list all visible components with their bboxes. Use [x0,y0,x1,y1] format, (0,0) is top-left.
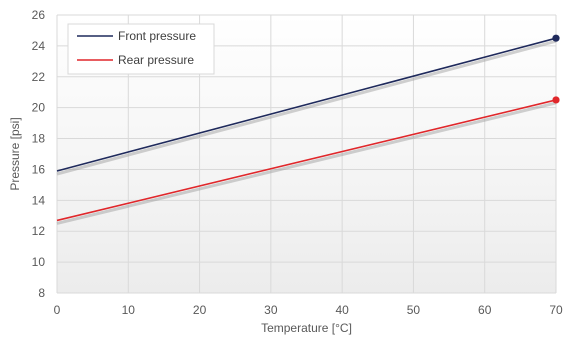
x-tick-label: 70 [549,303,563,317]
x-tick-label: 0 [54,303,61,317]
y-tick-label: 26 [32,8,46,22]
tick-labels: 8 10 12 14 16 18 20 22 24 26 0 10 20 30 40 50 60 70 [32,8,563,317]
data-point-front-pressure [552,34,560,42]
x-tick-label: 10 [122,303,136,317]
series-shadow-front-pressure [56,39,557,176]
legend-box [67,23,215,75]
data-point-rear-pressure [552,96,560,104]
x-tick-label: 30 [264,303,278,317]
series-line-front-pressure [56,37,557,172]
series [56,34,560,225]
x-tick-label: 50 [407,303,421,317]
y-tick-label: 18 [32,132,46,146]
y-tick-label: 20 [32,101,46,115]
legend-label: Front pressure [118,29,196,43]
x-axis-title: Temperature [°C] [261,321,352,335]
y-tick-label: 14 [32,193,46,207]
legend: Front pressure Rear pressure [67,23,215,75]
y-tick-label: 8 [38,286,45,300]
y-axis-title: Pressure [psi] [8,117,22,190]
y-tick-label: 12 [32,224,46,238]
y-tick-label: 10 [32,255,46,269]
series-line-rear-pressure [56,99,557,222]
x-tick-label: 40 [335,303,349,317]
legend-label: Rear pressure [118,53,194,67]
y-tick-label: 22 [32,70,46,84]
x-tick-label: 20 [193,303,207,317]
y-tick-label: 24 [32,39,46,53]
series-shadow-rear-pressure [56,101,557,225]
y-tick-label: 16 [32,162,46,176]
x-tick-label: 60 [478,303,492,317]
